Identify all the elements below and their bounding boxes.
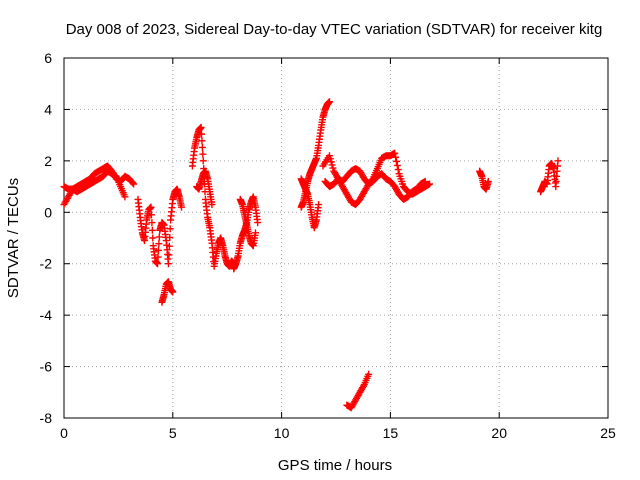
data-point: [147, 203, 155, 211]
data-point: [315, 201, 323, 209]
data-point: [421, 177, 429, 185]
data-point: [121, 193, 129, 201]
data-point: [325, 152, 333, 160]
y-tick-label: 0: [44, 204, 52, 220]
x-tick-label: 15: [383, 425, 399, 441]
plot-frame: [63, 57, 609, 419]
data-point-fill: [326, 155, 334, 163]
y-axis-label: SDTVAR / TECUs: [5, 178, 22, 298]
data-point-fill: [359, 382, 367, 390]
data-point-fill: [198, 137, 206, 145]
x-axis-label: GPS time / hours: [278, 457, 392, 474]
data-point: [325, 98, 333, 106]
data-point-fill: [154, 253, 162, 261]
data-point: [130, 180, 138, 188]
data-point: [154, 260, 162, 268]
data-point-fill: [199, 150, 207, 158]
y-tick-label: -6: [40, 359, 53, 375]
data-points: [60, 98, 562, 412]
data-point-fill: [147, 211, 155, 219]
data-point-fill: [165, 251, 173, 259]
y-tick-label: -2: [40, 256, 53, 272]
chart-title: Day 008 of 2023, Sidereal Day-to-day VTE…: [66, 21, 603, 38]
x-tick-label: 20: [491, 425, 507, 441]
data-point: [208, 201, 216, 209]
data-point-fill: [198, 130, 206, 138]
y-tick-label: -4: [40, 307, 53, 323]
data-point-fill: [148, 226, 156, 234]
data-point-fill: [129, 179, 137, 187]
y-tick-label: 4: [44, 101, 52, 117]
data-point-fill: [149, 234, 157, 242]
data-point-fill: [329, 164, 337, 172]
data-point: [426, 180, 434, 188]
y-tick-label: 2: [44, 153, 52, 169]
data-point-fill: [198, 143, 206, 151]
data-point-fill: [328, 161, 336, 169]
data-point-fill: [166, 225, 174, 233]
data-point-fill: [166, 233, 174, 241]
data-point-fill: [154, 246, 162, 254]
data-point-fill: [392, 153, 400, 161]
data-point-fill: [165, 242, 173, 250]
grid-lines: [64, 58, 608, 418]
data-point: [169, 288, 177, 296]
data-point: [251, 229, 259, 237]
x-tick-label: 0: [60, 425, 68, 441]
data-point: [254, 219, 262, 227]
data-point-fill: [155, 240, 163, 248]
data-point: [164, 260, 172, 268]
data-point: [391, 149, 399, 157]
data-point: [365, 370, 373, 378]
data-point: [199, 157, 207, 165]
x-tick-label: 25: [600, 425, 616, 441]
x-tick-label: 5: [169, 425, 177, 441]
data-point-fill: [148, 219, 156, 227]
data-point-fill: [394, 166, 402, 174]
data-point: [197, 123, 205, 131]
data-point-fill: [327, 158, 335, 166]
data-point-fill: [155, 233, 163, 241]
x-tick-label: 10: [274, 425, 290, 441]
data-point-fill: [393, 161, 401, 169]
data-point: [554, 157, 562, 165]
y-axis: -8 -6 -4 -2 0 2 4 6: [40, 50, 608, 426]
y-tick-label: -8: [40, 410, 53, 426]
data-point: [484, 177, 492, 185]
x-axis: 0 5 10 15 20 25: [60, 58, 616, 441]
data-point-fill: [392, 157, 400, 165]
y-tick-label: 6: [44, 50, 52, 66]
data-point: [178, 203, 186, 211]
